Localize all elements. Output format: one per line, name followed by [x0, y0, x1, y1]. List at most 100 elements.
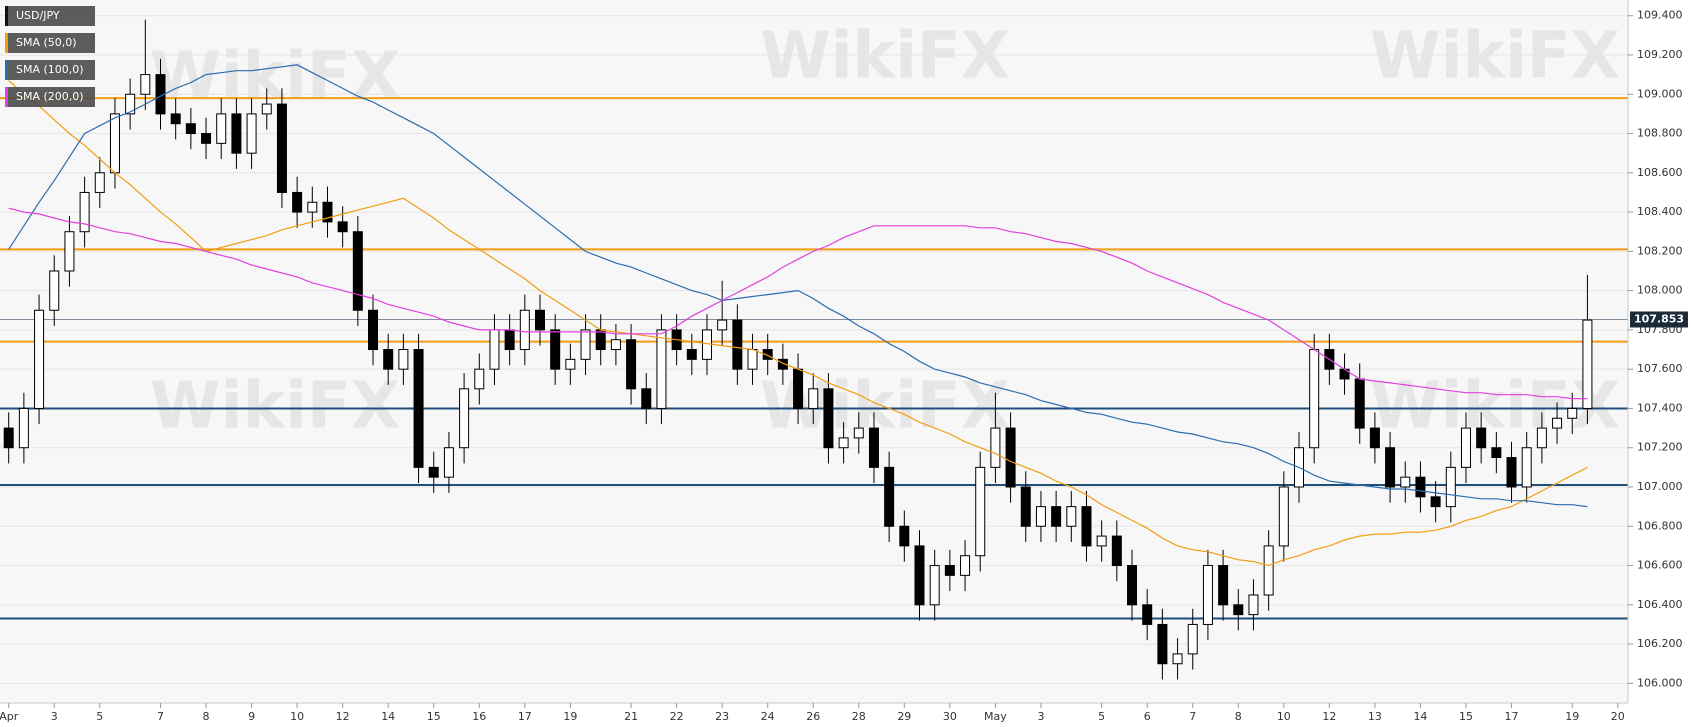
sma-lines	[8, 64, 1588, 567]
candle-body	[1354, 378, 1365, 429]
candle-body	[307, 201, 318, 213]
candle-body	[1127, 565, 1138, 606]
candle-body	[1142, 604, 1153, 625]
sma-line	[8, 207, 1588, 400]
candle-body	[1567, 407, 1578, 419]
x-tick-label: 15	[1459, 710, 1473, 723]
candle-body	[610, 339, 621, 351]
x-tick-label: 28	[852, 710, 866, 723]
legend-label: SMA (200,0)	[16, 90, 84, 103]
candle-body	[1187, 623, 1198, 655]
x-tick-label: 17	[1505, 710, 1519, 723]
candle-body	[185, 123, 196, 135]
candle-body	[459, 388, 470, 449]
x-tick-label: 3	[51, 710, 58, 723]
candle-body	[413, 349, 424, 468]
candle-body	[428, 466, 439, 478]
candle-body	[140, 74, 151, 95]
watermark: WikiFX	[150, 370, 400, 444]
candle-body	[732, 319, 743, 370]
candle-body	[1521, 447, 1532, 488]
legend-swatch	[5, 60, 8, 80]
candle-body	[398, 349, 409, 370]
x-tick-label: 12	[1322, 710, 1336, 723]
candle-body	[261, 103, 272, 115]
candle-body	[1020, 486, 1031, 527]
candle-body	[641, 388, 652, 409]
x-tick-label: 3	[1037, 710, 1044, 723]
candle-body	[1081, 506, 1092, 547]
x-tick-label: 30	[943, 710, 957, 723]
candle-body	[899, 525, 910, 547]
axes: 106.000 106.200 106.400 106.600 106.800 107.0…	[0, 9, 1688, 723]
legend-label: SMA (100,0)	[16, 63, 84, 76]
legend-box	[5, 60, 95, 80]
candle-body	[125, 93, 136, 115]
x-tick-label: 15	[427, 710, 441, 723]
legend-box	[5, 33, 95, 53]
watermark: WikiFX	[150, 40, 400, 114]
y-tick-label: 106.000	[1637, 676, 1683, 689]
candle-body	[34, 309, 45, 409]
candle-body	[975, 466, 986, 557]
y-tick-label: 106.600	[1637, 559, 1683, 572]
levels	[0, 97, 1628, 620]
candle-body	[292, 191, 303, 213]
x-tick-label: 24	[761, 710, 775, 723]
sma-line	[8, 64, 1588, 508]
candle-body	[701, 329, 712, 360]
candle-body	[1369, 427, 1380, 449]
watermark: WikiFX	[1370, 20, 1620, 94]
legend: USD/JPY SMA (50,0) SMA (100,0) SMA (200,0)	[5, 6, 95, 107]
candle-body	[109, 113, 120, 174]
candle-body	[489, 329, 500, 370]
candle-body	[246, 113, 257, 154]
candle-body	[1415, 476, 1426, 498]
candle-body	[944, 565, 955, 576]
candle-body	[64, 231, 75, 272]
candle-body	[990, 427, 1001, 468]
x-tick-label: 21	[624, 710, 638, 723]
candle-body	[1005, 427, 1016, 488]
watermark: WikiFX	[760, 20, 1010, 94]
y-tick-label: 109.400	[1637, 9, 1683, 22]
legend-box	[5, 87, 95, 107]
x-tick-label: 23	[715, 710, 729, 723]
y-tick-label: 107.200	[1637, 441, 1683, 454]
candle-body	[276, 103, 287, 193]
x-tick-label: 10	[1277, 710, 1291, 723]
x-tick-label: 19	[563, 710, 577, 723]
y-tick-label: 109.000	[1637, 87, 1683, 100]
x-tick-label: Apr	[0, 710, 19, 723]
candle-body	[747, 349, 758, 370]
x-tick-label: May	[984, 710, 1007, 723]
legend-swatch	[5, 6, 8, 26]
x-tick-label: 7	[157, 710, 164, 723]
y-tick-label: 106.800	[1637, 519, 1683, 532]
candle-body	[868, 427, 879, 468]
candle-body	[3, 427, 14, 449]
candle-body	[626, 339, 637, 390]
candle-body	[1506, 457, 1517, 488]
candle-body	[884, 466, 895, 527]
candle-body	[322, 201, 333, 223]
candle-body	[1536, 427, 1547, 449]
candle-body	[201, 133, 212, 144]
candle-body	[383, 349, 394, 370]
candle-body	[1491, 447, 1502, 459]
plot-background	[0, 0, 1628, 703]
candle-body	[94, 172, 105, 193]
x-tick-label: 12	[336, 710, 350, 723]
candle-body	[1309, 349, 1320, 449]
candle-body	[550, 329, 561, 370]
candle-body	[1476, 427, 1487, 449]
candle-body	[929, 565, 940, 606]
candle-body	[368, 309, 379, 351]
candle-body	[1248, 594, 1259, 616]
candle-body	[1066, 506, 1077, 527]
candle-body	[535, 309, 545, 331]
candle-body	[170, 113, 181, 125]
candle-body	[1233, 604, 1244, 616]
candle-body	[1385, 447, 1396, 488]
